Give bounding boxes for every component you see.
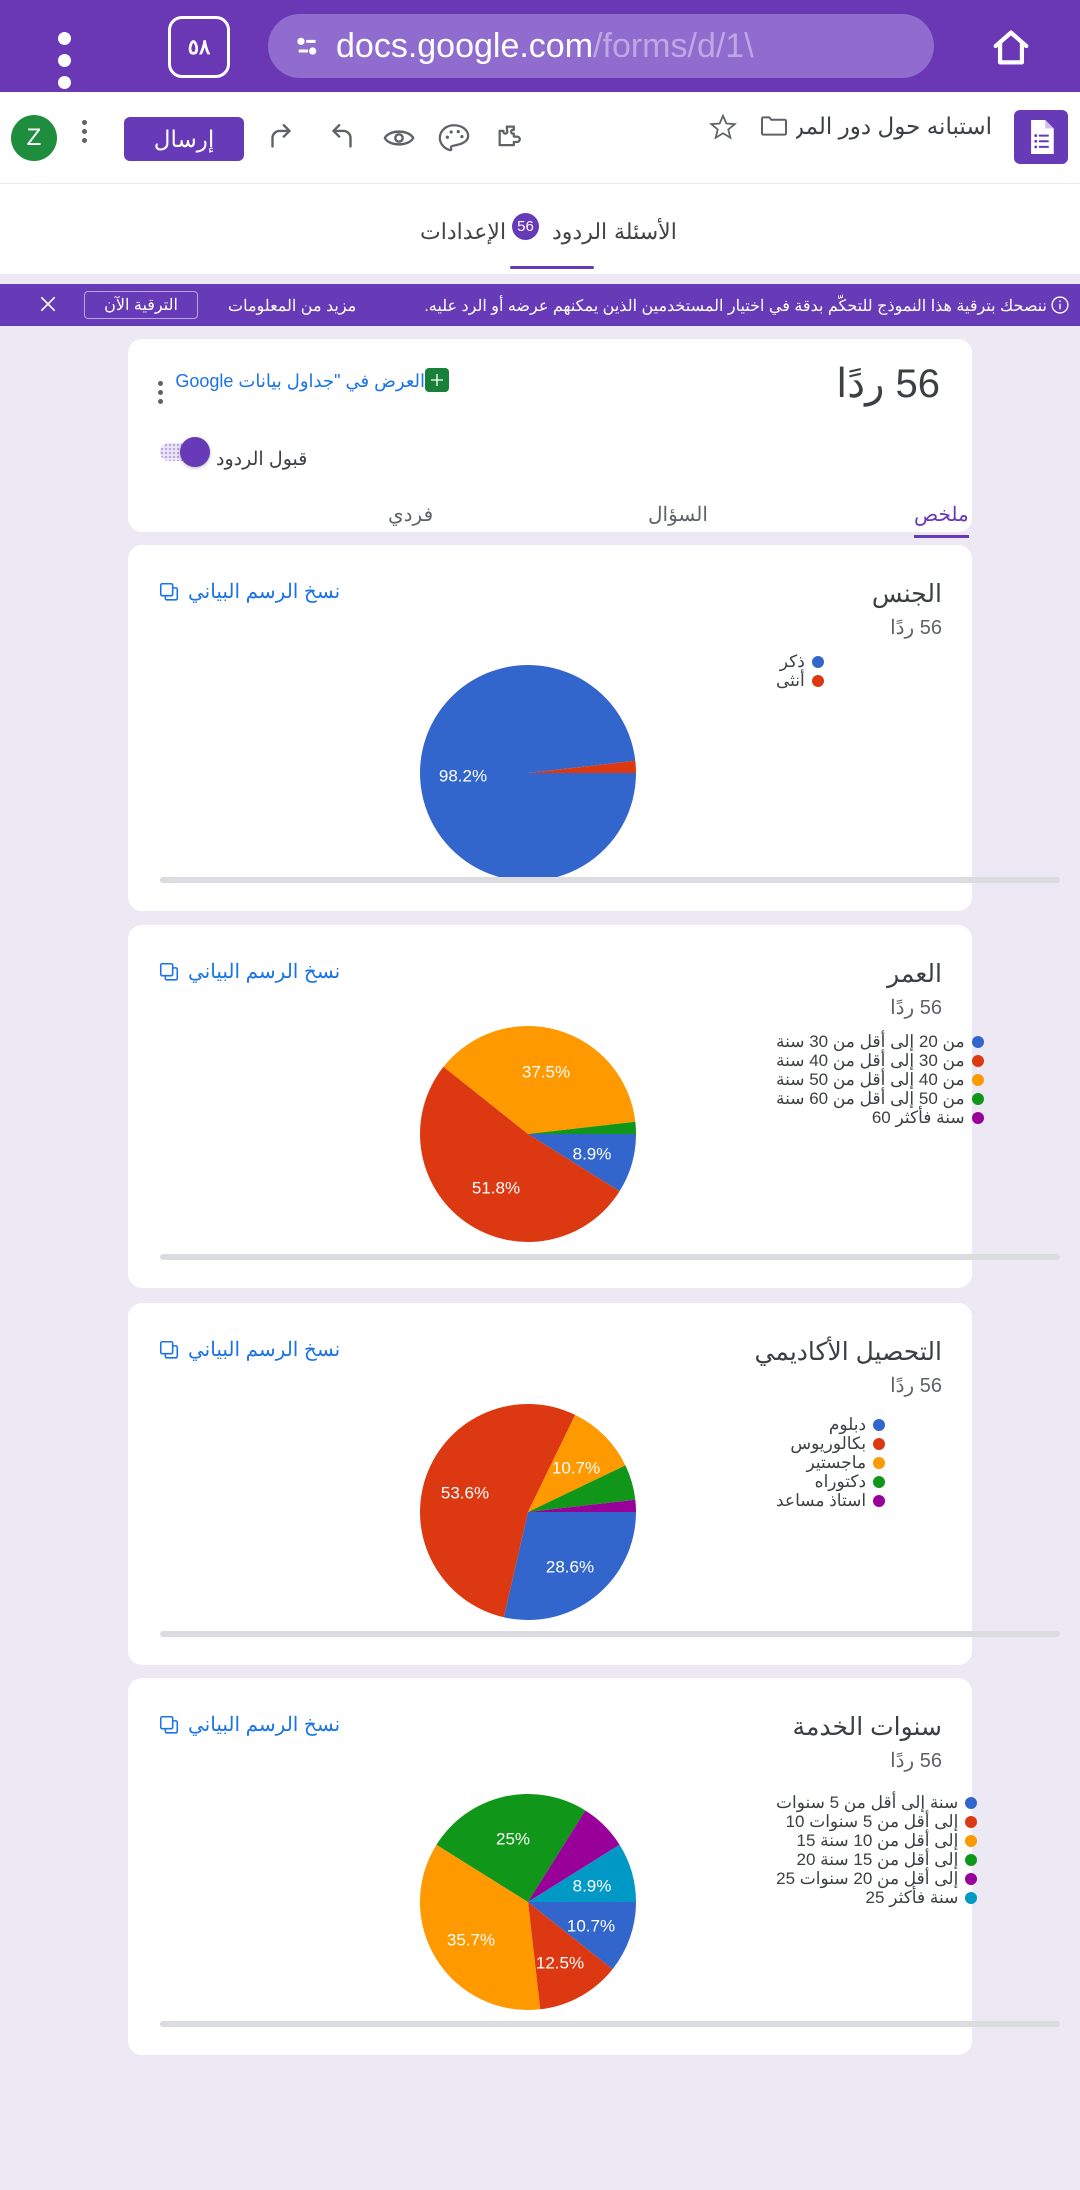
svg-text:25%: 25% xyxy=(496,1829,530,1848)
svg-text:53.6%: 53.6% xyxy=(441,1483,489,1502)
svg-text:28.6%: 28.6% xyxy=(546,1557,594,1576)
svg-text:8.9%: 8.9% xyxy=(573,1876,612,1895)
svg-text:10.7%: 10.7% xyxy=(567,1916,615,1935)
svg-text:98.2%: 98.2% xyxy=(439,766,487,785)
svg-text:12.5%: 12.5% xyxy=(536,1953,584,1972)
svg-text:51.8%: 51.8% xyxy=(472,1178,520,1197)
svg-text:10.7%: 10.7% xyxy=(552,1458,600,1477)
svg-text:35.7%: 35.7% xyxy=(447,1930,495,1949)
svg-text:8.9%: 8.9% xyxy=(573,1144,612,1163)
svg-text:37.5%: 37.5% xyxy=(522,1062,570,1081)
